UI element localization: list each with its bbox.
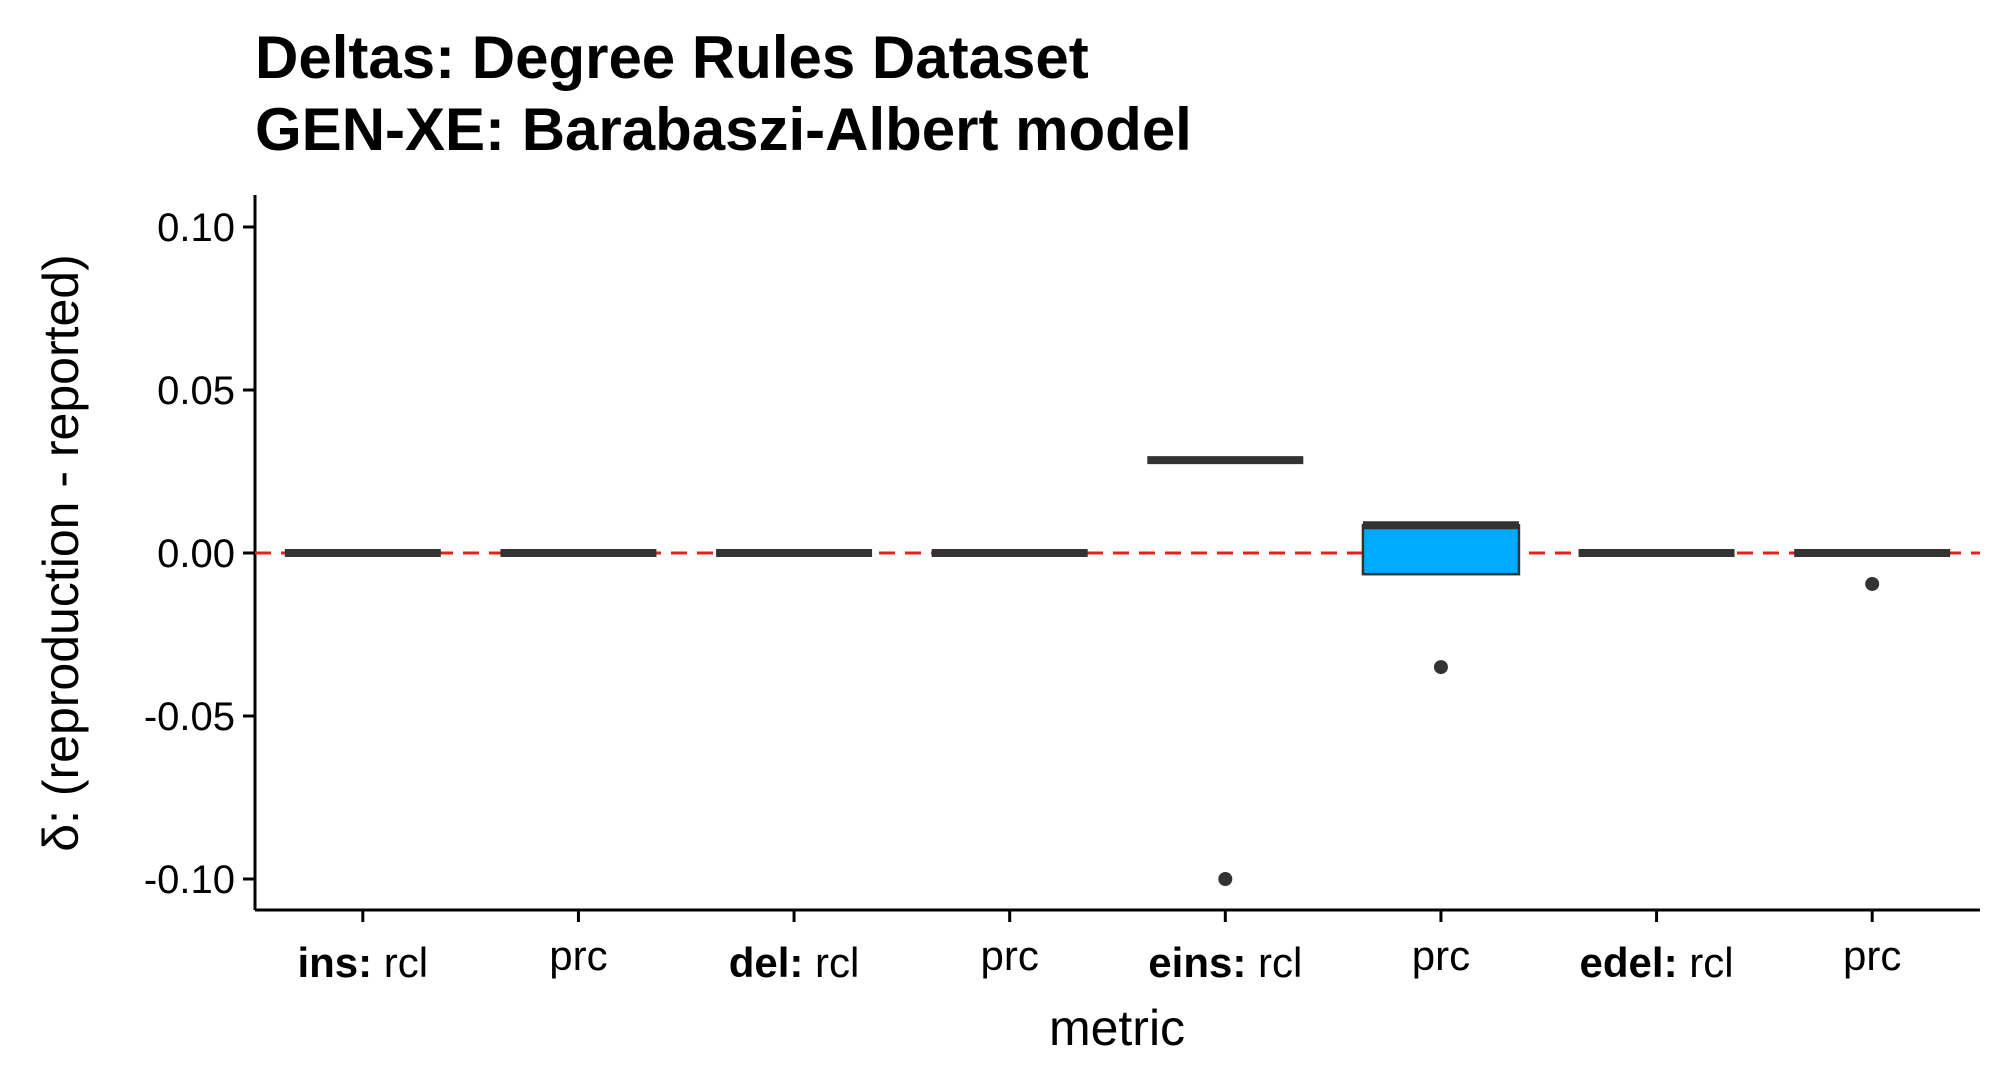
- y-tick-label: -0.05: [144, 695, 235, 739]
- chart-title-line-1: Deltas: Degree Rules Dataset: [255, 24, 1089, 91]
- x-tick-group-label: eins:: [1148, 939, 1246, 986]
- box: [1361, 524, 1521, 576]
- y-tick-label: -0.10: [144, 858, 235, 902]
- x-axis-title: metric: [1049, 1000, 1185, 1056]
- x-tick-label: del: rcl: [729, 939, 860, 986]
- x-tick-metric-label: rcl: [1246, 939, 1302, 986]
- x-tick-label: ins: rcl: [297, 939, 428, 986]
- x-tick-label: eins: rcl: [1148, 939, 1302, 986]
- x-tick-group-label: ins:: [297, 939, 372, 986]
- outlier-point: [1433, 660, 1448, 675]
- x-tick-group-label: edel:: [1580, 939, 1678, 986]
- outlier-point: [1218, 872, 1233, 886]
- y-axis-title: δ: (reproduction - reported): [33, 254, 89, 852]
- x-tick-label: edel: rcl: [1580, 939, 1734, 986]
- x-tick-metric-label: rcl: [372, 939, 428, 986]
- x-tick-label: prc: [1843, 932, 1901, 979]
- x-tick-metric-label: rcl: [1678, 939, 1734, 986]
- y-tick-label: 0.10: [157, 206, 235, 250]
- chart-title-line-2: GEN-XE: Barabaszi-Albert model: [255, 96, 1192, 163]
- plot-area: 0.10 0.05 0.00 -0.05 -0.10 ins: rcl prc del: rc…: [144, 195, 1980, 986]
- y-tick-label: 0.00: [157, 532, 235, 576]
- outlier-point: [1865, 576, 1880, 591]
- x-tick-label: prc: [549, 932, 607, 979]
- x-tick-label: prc: [1412, 932, 1470, 979]
- x-tick-metric-label: rcl: [803, 939, 859, 986]
- y-tick-label: 0.05: [157, 369, 235, 413]
- x-tick-group-label: del:: [729, 939, 804, 986]
- x-tick-label: prc: [981, 932, 1039, 979]
